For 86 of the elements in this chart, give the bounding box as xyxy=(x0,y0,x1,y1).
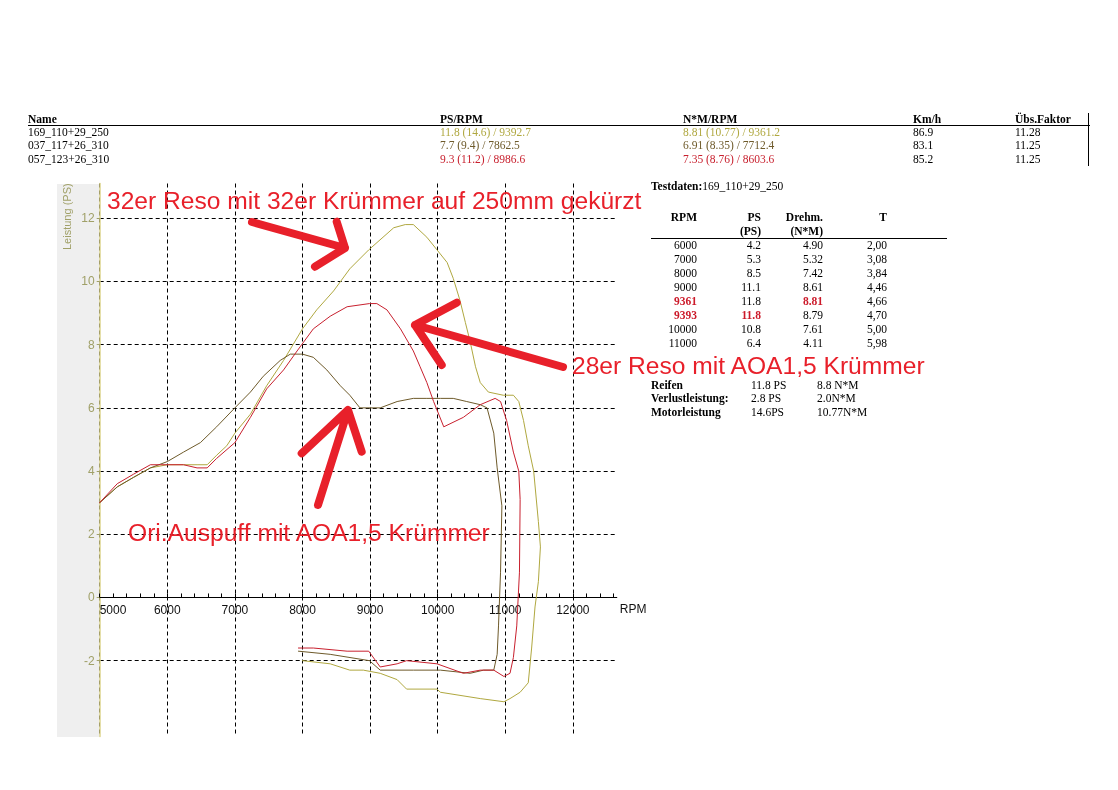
x-tick-label: 10000 xyxy=(420,603,455,618)
text: 4.11 xyxy=(803,336,823,351)
text: 11.8 (14.6) / 9392.7 xyxy=(440,125,531,140)
text: 037_117+26_310 xyxy=(28,139,109,153)
text: 10.8 xyxy=(740,322,761,337)
text: T xyxy=(879,211,887,225)
annotation: 32er Reso mit 32er Krümmer auf 250mm gekürzt xyxy=(107,187,642,215)
x-tick-label: 5000 xyxy=(99,603,127,618)
text: Drehm. (N*M) xyxy=(785,211,823,239)
text: 85.2 xyxy=(913,152,934,167)
text: 2.0N*M xyxy=(817,392,856,406)
text: RPM xyxy=(670,211,697,225)
text: 6.4 xyxy=(746,336,761,351)
text: 14.6PS xyxy=(751,405,784,420)
x-tick-label: 8000 xyxy=(289,603,317,618)
text: 8.81 (10.77) / 9361.2 xyxy=(683,125,781,140)
y-axis-title: Leistung (PS) xyxy=(61,183,73,250)
text: 5,00 xyxy=(866,322,887,337)
text: 2,00 xyxy=(866,238,887,253)
y-tick-label: 0 xyxy=(88,590,96,605)
text: Verlustleistung: xyxy=(651,392,729,406)
text: 7.61 xyxy=(802,322,823,337)
text: 10000 xyxy=(668,322,697,337)
text: 9000 xyxy=(674,280,697,295)
y-tick-label: 4 xyxy=(88,464,96,479)
line-series xyxy=(99,303,521,677)
y-tick-label: 12 xyxy=(81,211,96,226)
text: 4.90 xyxy=(802,238,823,253)
text: Testdaten:169_110+29_250 xyxy=(651,178,784,193)
x-tick-label: 6000 xyxy=(153,603,181,618)
text: 11000 xyxy=(668,336,697,351)
text: 6.91 (8.35) / 7712.4 xyxy=(683,139,775,153)
text: 11.28 xyxy=(1015,125,1041,140)
text: 8000 xyxy=(674,266,697,281)
y-tick-label: 10 xyxy=(81,274,96,289)
text: 8.5 xyxy=(746,266,761,281)
y-tick-label: 8 xyxy=(88,337,96,352)
text: 3,08 xyxy=(866,252,887,267)
text: PS/RPM xyxy=(440,112,483,126)
text: 7.42 xyxy=(802,266,823,281)
text: 7000 xyxy=(674,252,697,267)
text: 5.3 xyxy=(746,252,761,267)
text: 10.77N*M xyxy=(817,405,868,420)
text: 11.1 xyxy=(741,280,761,295)
y-tick-label: -2 xyxy=(84,653,96,668)
text: 11.25 xyxy=(1015,139,1041,153)
text: 7.7 (9.4) / 7862.5 xyxy=(440,139,520,153)
text: 4,46 xyxy=(866,280,887,295)
text: 86.9 xyxy=(913,125,934,140)
text: 8.81 xyxy=(802,294,823,309)
annotation: 28er Reso mit AOA1,5 Krümmer xyxy=(572,352,925,380)
text: Km/h xyxy=(913,112,942,126)
text: 057_123+26_310 xyxy=(28,152,110,167)
text: 8.8 N*M xyxy=(817,379,859,393)
text: 9.3 (11.2) / 8986.6 xyxy=(440,152,526,167)
text: 5,98 xyxy=(866,336,887,351)
y-tick-label: 2 xyxy=(88,527,96,542)
x-tick-label: 7000 xyxy=(221,603,249,618)
text: 169_110+29_250 xyxy=(28,125,109,140)
text: 4.2 xyxy=(746,238,761,253)
text: Reifen xyxy=(651,379,683,393)
text: 9393 xyxy=(674,308,697,323)
text: 11.8 xyxy=(741,308,761,323)
x-axis-title: RPM xyxy=(619,602,647,617)
text: 11.25 xyxy=(1015,152,1041,167)
text: 5.32 xyxy=(802,252,823,267)
text: 8.79 xyxy=(802,308,823,323)
text: 2.8 PS xyxy=(751,392,782,406)
x-tick-label: 9000 xyxy=(356,603,384,618)
text: Name xyxy=(28,112,57,126)
text: 3,84 xyxy=(866,266,887,281)
text: 9361 xyxy=(674,294,697,309)
text: Motorleistung xyxy=(651,405,721,420)
y-tick-label: 6 xyxy=(88,400,96,415)
text: 11.8 xyxy=(741,294,761,309)
text: 4,66 xyxy=(866,294,887,309)
text: Übs.Faktor xyxy=(1015,112,1071,126)
text: 4,70 xyxy=(866,308,887,323)
text: PS (PS) xyxy=(739,211,761,239)
x-tick-label: 12000 xyxy=(556,603,590,618)
text: 7.35 (8.76) / 8603.6 xyxy=(683,152,775,167)
text: 11.8 PS xyxy=(751,379,787,393)
text: 8.61 xyxy=(802,280,823,295)
text: N*M/RPM xyxy=(683,112,738,126)
text: 6000 xyxy=(674,238,697,253)
text: 83.1 xyxy=(913,139,934,153)
